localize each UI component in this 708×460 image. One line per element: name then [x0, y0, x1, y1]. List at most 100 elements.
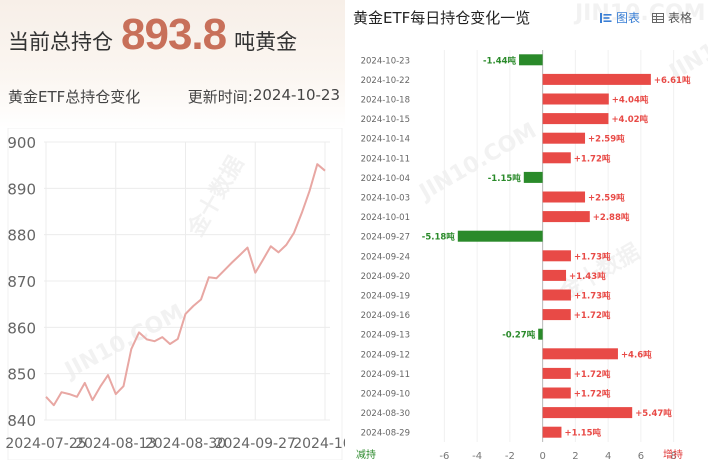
x-tick-label: -2 — [505, 451, 515, 460]
increase-bar — [542, 73, 651, 85]
increase-bar — [542, 113, 609, 125]
update-time: 更新时间: 2024-10-23 — [188, 86, 340, 107]
bar-value-label: +6.61吨 — [654, 75, 691, 86]
x-tick-label: 2024-07-25 — [5, 436, 86, 452]
category-label: 2024-10-04 — [361, 174, 410, 184]
increase-bar — [542, 407, 633, 419]
table-view-label: 表格 — [667, 11, 692, 25]
category-label: 2024-10-23 — [361, 56, 410, 66]
left-panel: 当前总持仓 893.8 吨黄金 黄金ETF总持仓变化 更新时间: 2024-10… — [0, 0, 345, 460]
category-label: 2024-09-10 — [361, 390, 410, 400]
watermark-text: JIN10.COM — [573, 1, 706, 26]
increase-bar — [542, 132, 586, 144]
category-label: 2024-09-19 — [361, 292, 410, 302]
bar-value-label: +4.02吨 — [611, 114, 648, 125]
category-label: 2024-10-03 — [361, 194, 410, 204]
x-tick-label: -6 — [439, 451, 449, 460]
category-label: 2024-09-27 — [361, 233, 410, 243]
category-label: 2024-09-20 — [361, 272, 410, 282]
x-tick-label: 2024-10- — [293, 436, 345, 452]
increase-bar — [542, 348, 618, 360]
chart-view-label: 图表 — [615, 11, 640, 25]
x-tick-label: 2024-08-13 — [75, 436, 156, 452]
bar-value-label: +2.88吨 — [593, 212, 630, 223]
update-date: 2024-10-23 — [252, 86, 340, 104]
increase-bar — [542, 152, 571, 164]
x-tick-label: 4 — [605, 451, 611, 460]
chart-view-button[interactable]: 图表 — [599, 9, 640, 26]
y-tick-label: 840 — [7, 412, 36, 430]
category-label: 2024-10-14 — [361, 135, 410, 145]
bar-value-label: +2.59吨 — [588, 134, 625, 145]
category-label: 2024-10-18 — [361, 96, 410, 106]
category-label: 2024-10-01 — [361, 213, 410, 223]
increase-bar — [542, 309, 571, 321]
bar-value-label: +2.59吨 — [588, 193, 625, 204]
category-label: 2024-10-22 — [361, 76, 410, 86]
chart-list-icon — [599, 12, 612, 23]
bar-value-label: +1.43吨 — [569, 271, 606, 282]
bar-value-label: -1.44吨 — [483, 55, 516, 66]
holding-unit: 吨黄金 — [234, 30, 298, 54]
category-label: 2024-10-11 — [361, 154, 410, 164]
bar-chart-title: 黄金ETF每日持仓变化一览 — [353, 9, 531, 27]
x-tick-label: -4 — [472, 451, 482, 460]
chart-background — [7, 128, 343, 460]
category-label: 2024-08-30 — [361, 409, 410, 419]
bar-value-label: +4.04吨 — [612, 95, 649, 106]
x-tick-label: 0 — [539, 451, 545, 460]
holding-header: 当前总持仓 893.8 吨黄金 黄金ETF总持仓变化 更新时间: 2024-10… — [0, 0, 345, 128]
bar-value-label: +1.73吨 — [574, 291, 611, 302]
decrease-bar — [538, 328, 543, 340]
bar-value-label: -1.15吨 — [488, 173, 521, 184]
bar-value-label: -5.18吨 — [422, 232, 455, 243]
table-view-button[interactable]: 表格 — [651, 9, 692, 26]
category-label: 2024-09-13 — [361, 331, 410, 341]
right-panel: JIN10.COM JIN10.COM 金十数据 JIN1 -6 -4 -2 0 2 4 6 8 202… — [345, 0, 708, 460]
decrease-bar — [519, 54, 543, 66]
y-tick-label: 880 — [7, 227, 36, 245]
category-label: 2024-09-12 — [361, 350, 410, 360]
increase-bar — [542, 250, 571, 262]
y-tick-label: 870 — [7, 273, 36, 291]
view-toggle: 图表 表格 — [588, 9, 692, 26]
x-tick-label: 2 — [572, 451, 578, 460]
increase-bar — [542, 191, 586, 203]
category-label: 2024-09-16 — [361, 311, 410, 321]
update-label: 更新时间: — [187, 88, 253, 106]
bar-value-label: +4.6吨 — [621, 349, 652, 360]
decrease-bar — [457, 230, 543, 242]
increase-bar — [542, 269, 567, 281]
increase-bar — [542, 367, 571, 379]
category-label: 2024-10-15 — [361, 115, 410, 125]
holding-line-chart: JIN10.COM金十数据8408508608708808909002024-0… — [5, 128, 345, 460]
holding-label: 当前总持仓 — [8, 30, 113, 54]
subtitle-row: 黄金ETF总持仓变化 更新时间: 2024-10-23 — [8, 86, 340, 107]
y-tick-label: 890 — [7, 180, 36, 198]
y-tick-label: 850 — [7, 366, 36, 384]
y-tick-label: 860 — [7, 319, 36, 337]
increase-bar — [542, 387, 571, 399]
decrease-bar — [523, 171, 543, 183]
bar-value-label: +5.47吨 — [635, 408, 672, 419]
increase-legend: 增持 — [663, 450, 683, 460]
increase-bar — [542, 426, 562, 438]
bar-value-label: +1.72吨 — [574, 369, 611, 380]
current-holding: 当前总持仓 893.8 吨黄金 — [8, 10, 297, 60]
increase-bar — [542, 93, 609, 105]
category-label: 2024-09-11 — [361, 370, 410, 380]
bar-value-label: +1.72吨 — [574, 153, 611, 164]
increase-bar — [542, 211, 590, 223]
bar-value-label: +1.73吨 — [574, 251, 611, 262]
y-tick-label: 900 — [7, 134, 36, 152]
decrease-legend: 减持 — [356, 450, 376, 460]
x-tick-label: 2024-08-30 — [145, 436, 226, 452]
x-tick-label: 8 — [670, 451, 676, 460]
x-tick-label: 2024-09-27 — [215, 436, 296, 452]
category-label: 2024-09-24 — [361, 252, 410, 262]
bar-value-label: +1.72吨 — [574, 310, 611, 321]
category-label: 2024-08-29 — [361, 429, 410, 439]
bar-value-label: +1.15吨 — [564, 428, 601, 439]
table-grid-icon — [651, 12, 664, 23]
